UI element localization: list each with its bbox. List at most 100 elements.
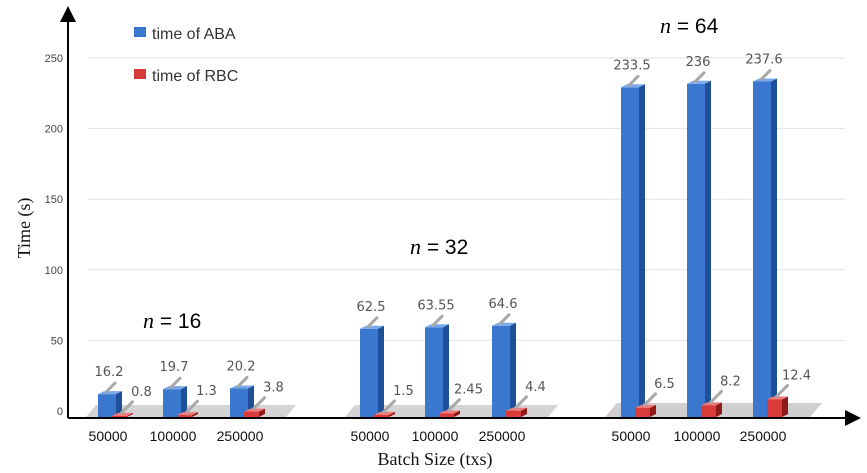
label-leader bbox=[366, 316, 379, 329]
group-label-variable: n bbox=[410, 234, 421, 259]
data-label: 3.8 bbox=[263, 381, 284, 396]
x-category-label: 250000 bbox=[479, 428, 526, 444]
bar-front bbox=[492, 325, 510, 417]
bar-front bbox=[701, 405, 716, 417]
label-leader bbox=[498, 313, 511, 326]
bar-front bbox=[687, 83, 705, 417]
bar-side bbox=[510, 322, 516, 417]
bar-side bbox=[782, 396, 788, 417]
group-label-value: = 64 bbox=[671, 15, 719, 38]
data-label: 19.7 bbox=[160, 360, 189, 375]
data-label: 8.2 bbox=[720, 374, 741, 389]
group-label: n = 16 bbox=[143, 308, 201, 333]
label-leader bbox=[514, 395, 528, 410]
bar-front bbox=[753, 81, 771, 418]
bar-side bbox=[378, 325, 384, 417]
bar-side bbox=[127, 412, 133, 417]
bar-side bbox=[454, 410, 460, 417]
bar-rbc bbox=[439, 410, 460, 417]
group-label-variable: n bbox=[143, 308, 154, 333]
bar-side bbox=[521, 407, 527, 417]
label-leader bbox=[643, 392, 657, 407]
y-ticks: 0 50 100 150 200 250 bbox=[45, 53, 63, 418]
label-leader bbox=[252, 396, 266, 411]
bar-top bbox=[374, 411, 395, 415]
bar-side bbox=[116, 391, 122, 417]
bar-rbc bbox=[244, 408, 265, 417]
label-leader bbox=[431, 314, 444, 327]
group-label: n = 32 bbox=[410, 234, 468, 259]
legend: time of ABA time of RBC bbox=[134, 26, 238, 85]
y-tick-label: 100 bbox=[45, 265, 63, 277]
bar-rbc bbox=[177, 412, 198, 417]
bar-side bbox=[716, 402, 722, 417]
data-label: 64.6 bbox=[489, 297, 518, 312]
y-tick-label: 50 bbox=[51, 335, 63, 347]
bar-top bbox=[635, 404, 656, 408]
x-category-labels: 50000 100000 250000 50000 100000 250000 50000 1… bbox=[89, 428, 787, 444]
bar-top bbox=[767, 396, 788, 400]
bar-side bbox=[650, 404, 656, 417]
axes bbox=[60, 6, 861, 426]
bar-aba bbox=[425, 324, 449, 417]
bar-aba bbox=[360, 325, 384, 417]
bar-front bbox=[360, 328, 378, 417]
bar-top bbox=[112, 412, 133, 416]
bar-top bbox=[177, 412, 198, 416]
x-category-label: 100000 bbox=[150, 428, 197, 444]
data-label: 2.45 bbox=[454, 383, 483, 398]
data-label: 1.3 bbox=[196, 384, 217, 399]
data-label: 1.5 bbox=[393, 384, 414, 399]
data-labels: 16.2 0.8 19.7 1.3 20.2 3.8 62.5 1.5 63.55 2.45 64.… bbox=[95, 53, 811, 415]
bar-side bbox=[389, 411, 395, 417]
data-label: 63.55 bbox=[417, 298, 454, 313]
legend-label-aba: time of ABA bbox=[152, 26, 236, 43]
bar-top bbox=[98, 391, 122, 395]
data-label: 16.2 bbox=[95, 365, 124, 380]
group-label: n = 64 bbox=[660, 13, 719, 38]
label-leader bbox=[693, 71, 706, 84]
data-label: 6.5 bbox=[654, 377, 675, 392]
bar-top bbox=[244, 408, 265, 412]
label-leader bbox=[447, 398, 461, 413]
y-tick-label: 200 bbox=[45, 124, 63, 136]
bar-front bbox=[244, 411, 259, 417]
bar-front bbox=[177, 415, 192, 417]
bar-front bbox=[374, 414, 389, 417]
bar-rbc bbox=[506, 407, 527, 417]
bar-side bbox=[259, 408, 265, 417]
bar-top bbox=[439, 410, 460, 414]
bar-front bbox=[506, 410, 521, 417]
x-axis-title: Batch Size (txs) bbox=[378, 449, 493, 470]
label-leader bbox=[120, 400, 134, 415]
bar-top bbox=[163, 386, 187, 390]
bar-front bbox=[767, 399, 782, 417]
bar-top bbox=[425, 324, 449, 328]
bar-top bbox=[506, 407, 527, 411]
bar-front bbox=[98, 394, 116, 417]
bar-rbc bbox=[374, 411, 395, 417]
data-label: 233.5 bbox=[613, 58, 650, 73]
bar-side bbox=[639, 84, 645, 417]
legend-item-aba: time of ABA bbox=[134, 26, 236, 43]
bar-front bbox=[230, 388, 248, 417]
group-label-value: = 16 bbox=[154, 310, 201, 333]
label-leader bbox=[382, 399, 396, 414]
bar-top bbox=[230, 385, 254, 389]
label-leader bbox=[169, 376, 182, 389]
x-category-label: 50000 bbox=[351, 428, 390, 444]
bar-side bbox=[705, 80, 711, 417]
bar-top bbox=[360, 325, 384, 329]
x-category-label: 50000 bbox=[89, 428, 128, 444]
x-category-label: 250000 bbox=[740, 428, 787, 444]
bar-top bbox=[701, 402, 722, 406]
y-tick-label: 0 bbox=[57, 406, 63, 418]
bar-top bbox=[687, 80, 711, 84]
bar-aba bbox=[98, 391, 122, 417]
bar-aba bbox=[687, 80, 711, 417]
bar-front bbox=[439, 413, 454, 417]
bar-side bbox=[181, 386, 187, 417]
bar-aba bbox=[621, 84, 645, 417]
label-leader bbox=[775, 383, 789, 398]
